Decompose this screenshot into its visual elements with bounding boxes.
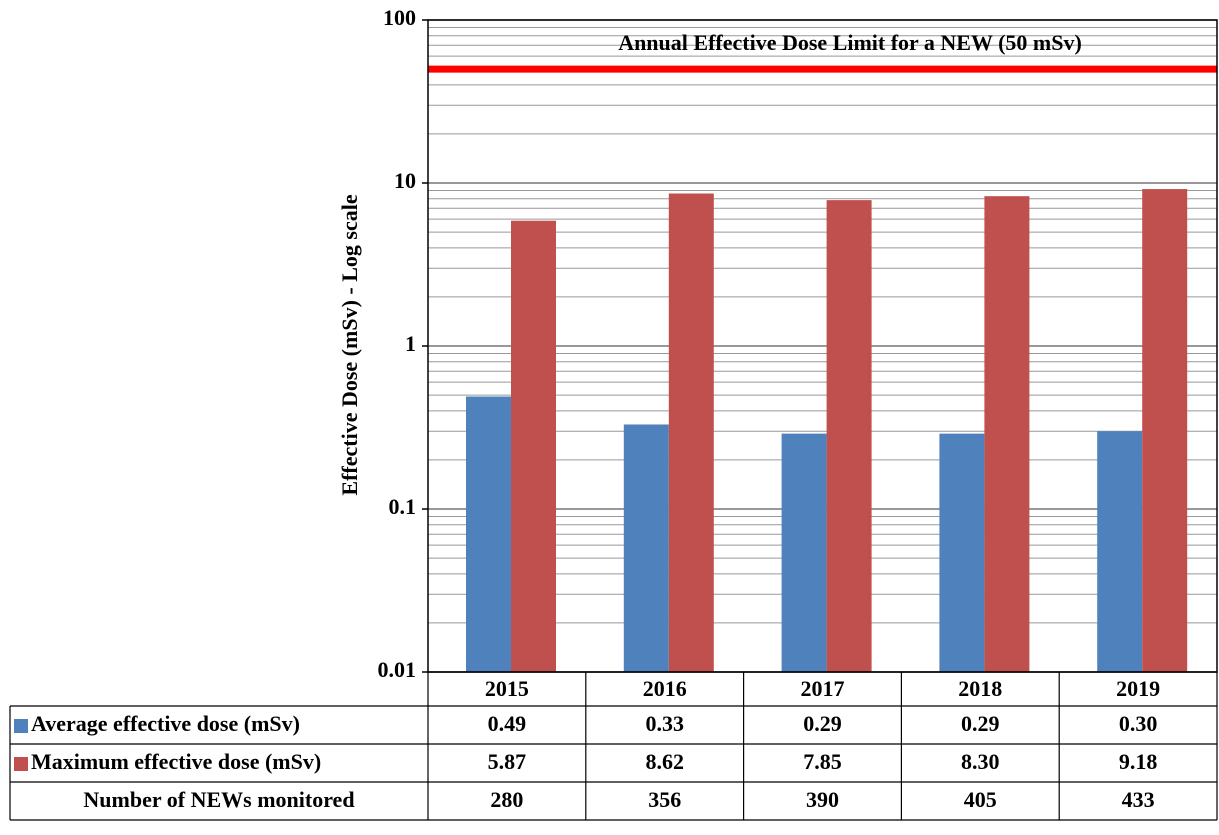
table-value: 0.33 — [645, 711, 684, 736]
table-value: 356 — [648, 787, 681, 812]
bar — [623, 424, 669, 672]
table-value: 0.30 — [1119, 711, 1158, 736]
y-tick-label: 100 — [383, 5, 416, 30]
bar — [826, 200, 872, 673]
bar — [668, 193, 714, 672]
table-value: 405 — [964, 787, 997, 812]
table-value: 390 — [806, 787, 839, 812]
legend-label: Maximum effective dose (mSv) — [31, 749, 321, 774]
y-tick-label: 10 — [394, 168, 416, 193]
y-tick-label: 1 — [405, 331, 416, 356]
x-tick-label: 2017 — [801, 676, 845, 701]
y-tick-label: 0.1 — [389, 494, 417, 519]
legend-swatch — [14, 757, 28, 771]
table-value: 433 — [1122, 787, 1155, 812]
reference-label: Annual Effective Dose Limit for a NEW (5… — [618, 30, 1082, 55]
bar — [511, 220, 556, 673]
table-value: 280 — [490, 787, 523, 812]
bar — [1142, 189, 1188, 672]
table-value: 7.85 — [803, 749, 842, 774]
bar — [984, 196, 1030, 672]
table-value: 0.49 — [488, 711, 527, 736]
bar — [781, 433, 827, 672]
table-value: 9.18 — [1119, 749, 1158, 774]
x-tick-label: 2016 — [643, 676, 687, 701]
table-value: 0.29 — [961, 711, 1000, 736]
table-value: 5.87 — [488, 749, 527, 774]
y-axis-label: Effective Dose (mSv) - Log scale — [337, 194, 362, 495]
x-tick-label: 2015 — [485, 676, 529, 701]
table-value: 8.62 — [645, 749, 684, 774]
table-value: 8.30 — [961, 749, 1000, 774]
y-tick-label: 0.01 — [378, 657, 417, 682]
bar — [1097, 431, 1143, 672]
table-value: 0.29 — [803, 711, 842, 736]
bar — [466, 396, 511, 672]
legend-swatch — [14, 719, 28, 733]
table-row-label: Number of NEWs monitored — [83, 787, 354, 812]
bar — [939, 433, 985, 672]
x-tick-label: 2018 — [958, 676, 1002, 701]
legend-label: Average effective dose (mSv) — [31, 711, 300, 736]
x-tick-label: 2019 — [1116, 676, 1160, 701]
